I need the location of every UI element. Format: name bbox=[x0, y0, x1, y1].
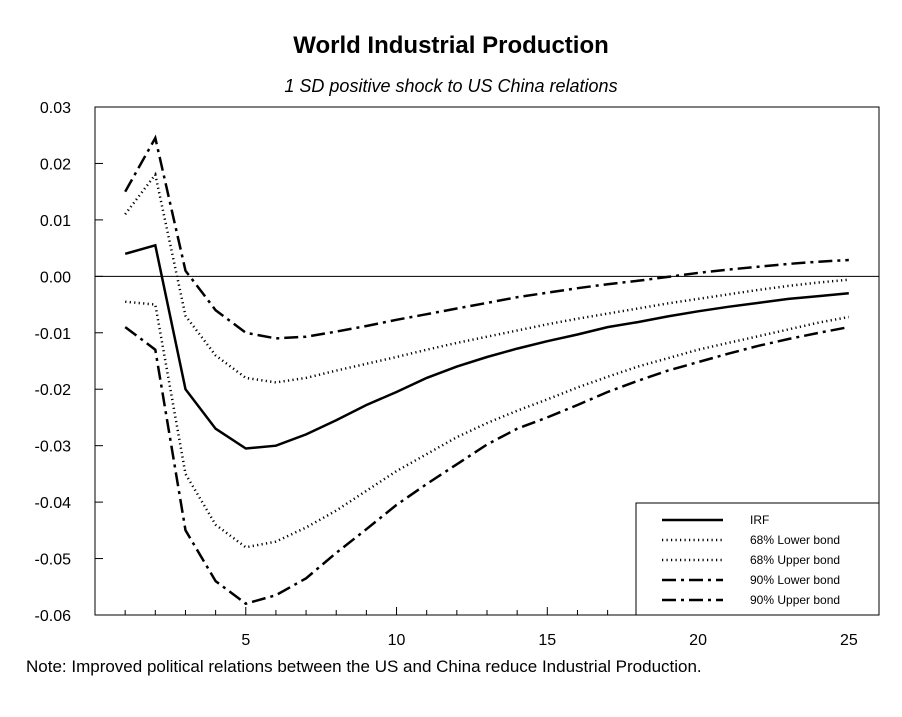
x-tick-label: 25 bbox=[840, 632, 858, 649]
x-tick-label: 5 bbox=[241, 632, 250, 649]
y-tick-label: -0.02 bbox=[35, 382, 72, 399]
y-tick-label: -0.03 bbox=[35, 439, 72, 456]
legend-label: 68% Lower bond bbox=[750, 533, 840, 547]
x-tick-label: 15 bbox=[538, 632, 556, 649]
legend-label: 68% Upper bond bbox=[750, 553, 840, 567]
y-tick-label: 0.03 bbox=[40, 100, 71, 117]
chart-title: World Industrial Production bbox=[293, 32, 609, 59]
axes: 0.03 0.02 0.01 0.00 -0.01 -0.02 -0.03 -0.04 -0.0… bbox=[35, 100, 880, 649]
y-tick-label: 0.02 bbox=[40, 156, 71, 173]
y-tick-label: -0.05 bbox=[35, 552, 72, 569]
x-tick-label: 20 bbox=[689, 632, 707, 649]
legend-label: IRF bbox=[750, 513, 769, 527]
series-line-4 bbox=[124, 325, 850, 606]
y-tick-label: 0.01 bbox=[40, 213, 71, 230]
x-tick-label: 10 bbox=[388, 632, 406, 649]
y-tick-label: -0.04 bbox=[35, 495, 72, 512]
y-tick-label: -0.06 bbox=[35, 608, 72, 625]
legend-label: 90% Upper bond bbox=[750, 593, 840, 607]
footnote: Note: Improved political relations betwe… bbox=[26, 657, 702, 676]
legend: IRF 68% Lower bond 68% Upper bond 90% Lower… bbox=[635, 502, 880, 616]
series-line-1 bbox=[124, 243, 849, 450]
chart-subtitle: 1 SD positive shock to US China relation… bbox=[284, 76, 618, 96]
series-line-5 bbox=[124, 134, 849, 340]
series-line-3 bbox=[124, 171, 849, 384]
legend-label: 90% Lower bond bbox=[750, 573, 840, 587]
series-lines bbox=[124, 134, 850, 606]
y-tick-label: -0.01 bbox=[35, 326, 72, 343]
y-tick-label: 0.00 bbox=[40, 269, 71, 286]
series-line-2 bbox=[125, 300, 850, 549]
